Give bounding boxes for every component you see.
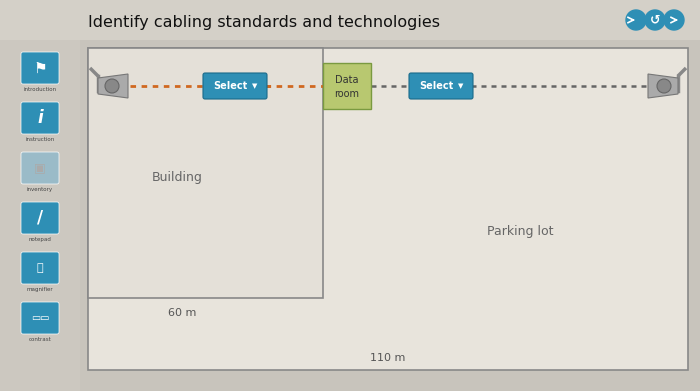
Text: ▼: ▼ [251,83,257,89]
Text: notepad: notepad [29,237,51,242]
Circle shape [626,10,646,30]
Text: room: room [335,89,360,99]
FancyBboxPatch shape [409,73,473,99]
FancyBboxPatch shape [21,152,59,184]
Text: Identify cabling standards and technologies: Identify cabling standards and technolog… [88,14,440,29]
Text: Parking lot: Parking lot [486,225,553,238]
Text: Building: Building [152,172,203,185]
FancyBboxPatch shape [21,302,59,334]
Text: ▼: ▼ [458,83,463,89]
Circle shape [105,79,119,93]
FancyBboxPatch shape [21,102,59,134]
Text: magnifier: magnifier [27,287,53,292]
Text: introduction: introduction [23,87,57,92]
Circle shape [657,79,671,93]
Text: 60 m: 60 m [168,308,196,318]
FancyBboxPatch shape [88,48,323,298]
Text: instruction: instruction [25,137,55,142]
Polygon shape [98,74,128,98]
Polygon shape [648,74,678,98]
FancyBboxPatch shape [323,63,371,109]
Circle shape [645,10,665,30]
Text: Select: Select [419,81,454,91]
Circle shape [664,10,684,30]
Text: ▣: ▣ [34,161,46,174]
Text: contrast: contrast [29,337,51,342]
Text: inventory: inventory [27,187,53,192]
FancyBboxPatch shape [0,40,80,391]
Text: ▭▭: ▭▭ [31,313,49,323]
FancyBboxPatch shape [203,73,267,99]
FancyBboxPatch shape [0,0,700,40]
FancyBboxPatch shape [21,202,59,234]
Text: Select: Select [213,81,247,91]
Text: /: / [37,209,43,227]
Text: 🔍: 🔍 [36,263,43,273]
FancyBboxPatch shape [21,252,59,284]
Text: ↺: ↺ [650,14,660,27]
Text: 110 m: 110 m [370,353,406,363]
Text: i: i [37,109,43,127]
FancyBboxPatch shape [88,48,688,370]
Text: ⚑: ⚑ [33,61,47,75]
Text: Data: Data [335,75,358,85]
FancyBboxPatch shape [21,52,59,84]
